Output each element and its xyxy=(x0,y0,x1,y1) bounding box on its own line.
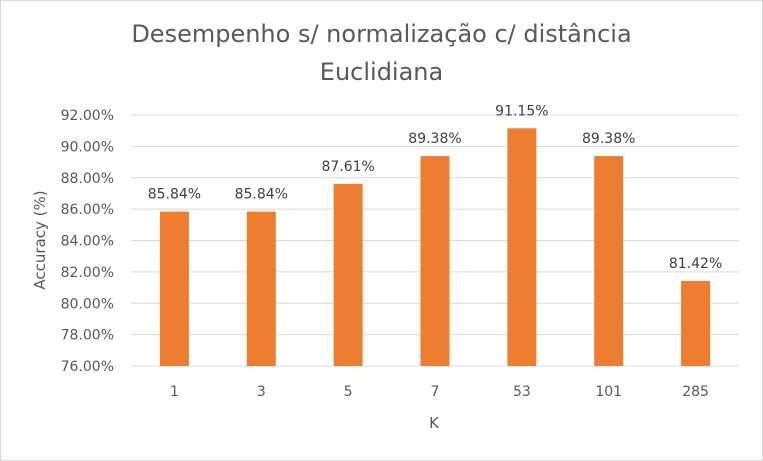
bar-k-285 xyxy=(681,280,711,366)
data-label: 91.15% xyxy=(495,103,548,119)
x-tick-label: 1 xyxy=(170,384,179,400)
x-tick-label: 53 xyxy=(513,384,531,400)
bar-k-53 xyxy=(507,128,537,366)
y-tick-label: 90.00% xyxy=(61,139,114,155)
data-label: 89.38% xyxy=(582,131,635,147)
bar-k-1 xyxy=(159,211,189,366)
y-tick-label: 80.00% xyxy=(61,296,114,312)
data-label: 89.38% xyxy=(408,131,461,147)
data-label: 81.42% xyxy=(669,256,722,272)
data-labels: 85.84% 85.84% 87.61% 89.38% 91.15% 89.38% 81.4… xyxy=(148,103,723,272)
y-tick-label: 76.00% xyxy=(61,359,114,375)
x-tick-label: 285 xyxy=(682,384,709,400)
y-tick-label: 86.00% xyxy=(61,202,114,218)
bars xyxy=(159,128,711,366)
y-tick-label: 88.00% xyxy=(61,171,114,187)
x-tick-label: 101 xyxy=(595,384,622,400)
y-tick-label: 78.00% xyxy=(61,328,114,344)
y-tick-label: 82.00% xyxy=(61,265,114,281)
x-tick-label: 3 xyxy=(257,384,266,400)
data-label: 85.84% xyxy=(148,187,201,203)
x-axis-title: K xyxy=(429,414,440,432)
x-tick-label: 7 xyxy=(431,384,440,400)
y-tick-label: 84.00% xyxy=(61,234,114,250)
x-tick-label: 5 xyxy=(344,384,353,400)
bar-k-7 xyxy=(420,156,450,366)
chart-title-line-2: Euclidiana xyxy=(319,58,444,86)
bar-k-101 xyxy=(594,156,624,366)
x-axis-tick-labels: 1 3 5 7 53 101 285 xyxy=(170,384,709,400)
data-label: 87.61% xyxy=(321,159,374,175)
bar-k-3 xyxy=(246,211,276,366)
bar-k-5 xyxy=(333,183,363,366)
y-axis-tick-labels: 76.00% 78.00% 80.00% 82.00% 84.00% 86.00% 88.0… xyxy=(61,108,114,375)
data-label: 85.84% xyxy=(235,187,288,203)
y-tick-label: 92.00% xyxy=(61,108,114,124)
y-axis-title: Accuracy (%) xyxy=(31,190,49,289)
chart-title-line-1: Desempenho s/ normalização c/ distância xyxy=(131,20,632,48)
